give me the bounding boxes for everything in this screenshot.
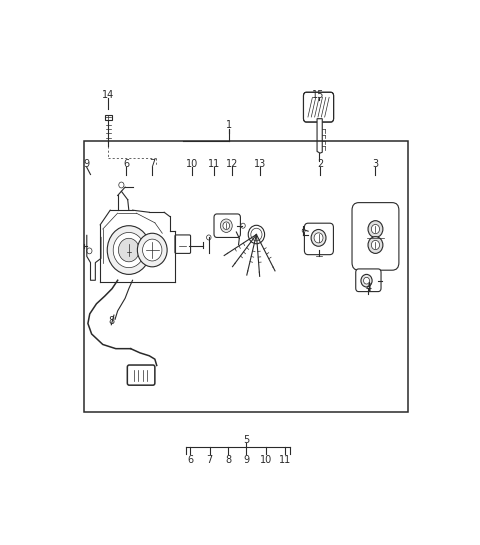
Text: 9: 9 <box>84 159 90 169</box>
FancyBboxPatch shape <box>304 223 334 255</box>
Circle shape <box>143 239 162 261</box>
Text: 3: 3 <box>372 159 379 169</box>
Circle shape <box>87 248 92 254</box>
Circle shape <box>119 238 139 262</box>
Circle shape <box>220 219 232 232</box>
Text: 10: 10 <box>260 455 272 465</box>
Text: 9: 9 <box>243 455 249 465</box>
FancyBboxPatch shape <box>352 203 399 270</box>
Text: 6: 6 <box>123 159 129 169</box>
FancyBboxPatch shape <box>214 214 240 238</box>
Text: 13: 13 <box>254 159 266 169</box>
Circle shape <box>361 274 372 287</box>
Bar <box>84 141 408 411</box>
FancyBboxPatch shape <box>175 235 191 253</box>
Text: 10: 10 <box>186 159 198 169</box>
Circle shape <box>314 233 323 243</box>
FancyBboxPatch shape <box>303 92 334 122</box>
Text: 11: 11 <box>208 159 220 169</box>
Text: 11: 11 <box>279 455 291 465</box>
Circle shape <box>107 226 150 274</box>
Circle shape <box>137 233 167 267</box>
Circle shape <box>372 225 380 234</box>
FancyBboxPatch shape <box>127 365 155 385</box>
Circle shape <box>368 221 383 238</box>
Circle shape <box>241 223 245 228</box>
Text: 8: 8 <box>225 455 231 465</box>
Text: 6: 6 <box>187 455 193 465</box>
Text: 1: 1 <box>226 120 232 130</box>
Circle shape <box>311 229 326 246</box>
Circle shape <box>113 232 144 268</box>
Polygon shape <box>317 119 322 153</box>
Circle shape <box>119 182 124 188</box>
Text: 2: 2 <box>317 159 324 169</box>
Text: 14: 14 <box>102 90 115 100</box>
Text: 12: 12 <box>226 159 239 169</box>
Text: 8: 8 <box>108 317 114 326</box>
FancyBboxPatch shape <box>356 269 381 292</box>
Text: 15: 15 <box>312 90 325 100</box>
Circle shape <box>363 277 370 284</box>
Text: 4: 4 <box>366 283 372 293</box>
Circle shape <box>206 235 211 240</box>
Text: 7: 7 <box>206 455 213 465</box>
Text: 5: 5 <box>243 435 249 445</box>
Bar <box>105 115 112 120</box>
Text: 7: 7 <box>149 159 156 169</box>
Circle shape <box>302 229 305 232</box>
Circle shape <box>372 240 380 250</box>
Circle shape <box>223 222 229 229</box>
Circle shape <box>368 237 383 253</box>
